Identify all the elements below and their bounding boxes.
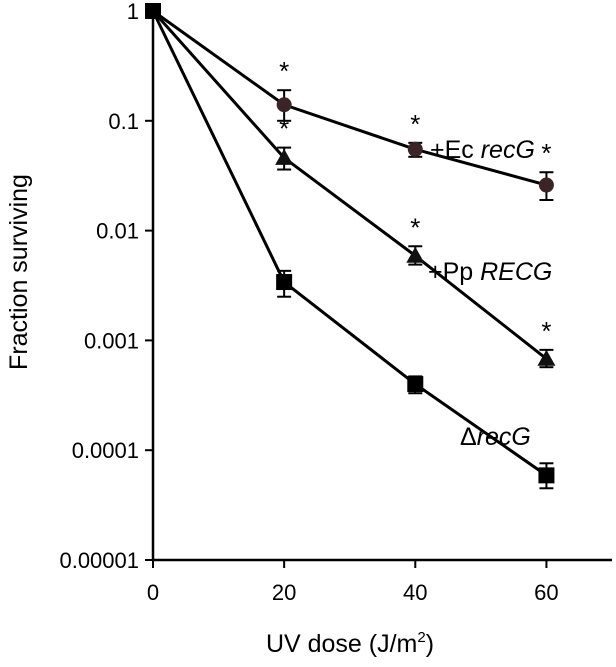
- series-line: [152, 9, 547, 187]
- significance-star: *: [279, 56, 289, 86]
- x-tick-label: 40: [403, 580, 427, 605]
- x-axis-title-end: ): [426, 630, 434, 658]
- x-axis-title-main: UV dose (J/m: [266, 630, 417, 658]
- series-label: +Pp RECG: [428, 258, 552, 286]
- significance-star: *: [541, 316, 551, 346]
- series-label: ΔrecG: [460, 423, 531, 451]
- series-1: ***+Ec recG: [145, 3, 554, 201]
- series-label-gene: recG: [477, 423, 531, 451]
- y-tick-label: 1: [127, 0, 139, 24]
- series-label-prefix: Δ: [460, 423, 477, 451]
- series-2: * * * +Pp RECG: [145, 3, 556, 369]
- x-tick-label: 20: [272, 580, 296, 605]
- y-tick-label: 0.0001: [72, 438, 139, 463]
- series-label-gene: RECG: [480, 258, 552, 286]
- significance-star: *: [410, 109, 420, 139]
- data-point: [406, 246, 425, 263]
- data-point: [538, 467, 555, 484]
- series-label-prefix: +Pp: [428, 258, 480, 286]
- series-label-prefix: +Ec: [430, 136, 481, 164]
- series-line: [151, 10, 548, 477]
- significance-star: *: [541, 138, 551, 168]
- series-label: +Ec recG: [430, 136, 535, 164]
- data-point: [407, 376, 424, 393]
- data-point: [145, 3, 161, 19]
- data-point: [275, 148, 294, 165]
- data-point: [407, 141, 423, 157]
- y-tick-label: 0.001: [84, 328, 139, 353]
- significance-star: *: [279, 114, 289, 144]
- data-point: [537, 349, 556, 366]
- axes: 1 0.1 0.01 0.001 0.0001 0.00001 0 20 40 60: [59, 0, 612, 605]
- y-tick-label: 0.00001: [59, 548, 139, 573]
- x-tick-label: 60: [534, 580, 558, 605]
- x-tick-label: 0: [147, 580, 159, 605]
- series-label-gene: recG: [481, 136, 535, 164]
- significance-star: *: [410, 212, 420, 242]
- series-line: [151, 10, 548, 360]
- y-axis-title: Fraction surviving: [5, 174, 33, 370]
- y-tick-label: 0.01: [96, 219, 139, 244]
- data-point: [538, 177, 554, 193]
- series-3: ΔrecG: [145, 3, 555, 490]
- data-point: [276, 97, 292, 113]
- y-tick-label: 0.1: [108, 109, 139, 134]
- x-axis-title: UV dose (J/m2): [266, 629, 434, 658]
- data-point: [276, 274, 293, 291]
- x-axis-title-sup: 2: [417, 629, 425, 646]
